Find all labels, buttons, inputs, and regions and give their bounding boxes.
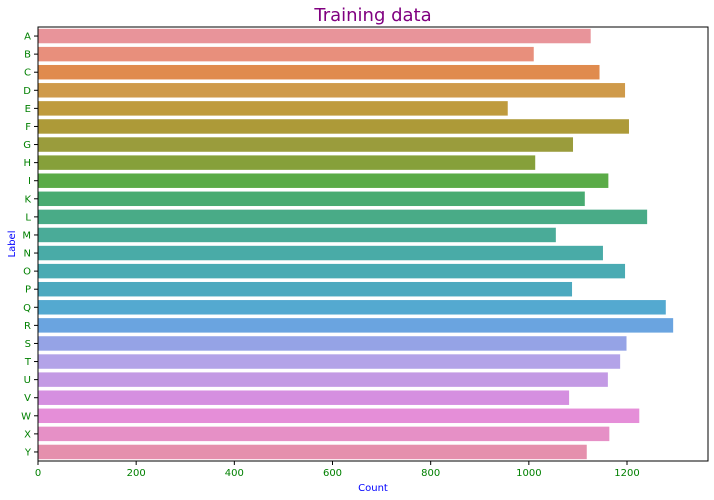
bar-N [38, 245, 603, 261]
y-tick-label: W [21, 411, 31, 422]
bar-I [38, 173, 609, 188]
bar-G [38, 137, 574, 152]
bar-O [38, 263, 626, 279]
y-tick-label: H [23, 158, 31, 169]
bars-group [38, 28, 674, 460]
y-tick-label: T [24, 357, 32, 368]
bar-M [38, 227, 556, 243]
bar-A [38, 28, 591, 44]
y-tick-label: C [24, 68, 31, 79]
bar-S [38, 336, 627, 351]
bar-L [38, 209, 648, 225]
bar-P [38, 281, 573, 297]
y-tick-label: V [24, 393, 31, 404]
y-tick-label: G [23, 140, 31, 151]
y-tick-label: Q [23, 303, 31, 314]
x-axis-ticks: 0 200 400 600 800 1000 1200 [35, 461, 640, 479]
x-tick-label: 1200 [614, 468, 639, 479]
y-tick-label: L [25, 212, 31, 223]
bar-R [38, 318, 674, 333]
y-tick-label: B [24, 50, 31, 61]
bar-H [38, 155, 536, 170]
y-tick-label: N [24, 249, 31, 260]
y-tick-label: F [25, 122, 31, 133]
bar-T [38, 354, 621, 369]
y-tick-label: O [23, 267, 31, 278]
chart-title: Training data [313, 5, 431, 26]
x-axis-label: Count [358, 483, 388, 494]
y-tick-label: R [24, 321, 31, 332]
plot-frame [37, 26, 709, 462]
y-tick-label: E [25, 104, 31, 115]
y-tick-label: S [25, 339, 31, 350]
y-axis-label: Label [7, 231, 18, 258]
y-tick-label: Y [24, 447, 32, 458]
y-tick-label: M [22, 230, 31, 241]
x-tick-label: 800 [421, 468, 440, 479]
bar-D [38, 83, 626, 98]
x-tick-label: 1000 [516, 468, 541, 479]
x-tick-label: 200 [127, 468, 146, 479]
bar-W [38, 408, 640, 424]
bar-K [38, 191, 585, 207]
bar-V [38, 390, 570, 405]
y-tick-label: X [24, 429, 31, 440]
bar-Y [38, 444, 587, 460]
y-tick-label: P [25, 285, 31, 296]
bar-X [38, 426, 610, 442]
y-tick-label: D [23, 86, 31, 97]
x-tick-label: 0 [35, 468, 41, 479]
bar-E [38, 101, 508, 116]
bar-C [38, 64, 600, 80]
y-tick-label: U [24, 375, 31, 386]
y-tick-label: K [24, 194, 31, 205]
x-tick-label: 400 [225, 468, 244, 479]
y-tick-label: I [28, 176, 31, 187]
bar-B [38, 46, 534, 62]
y-tick-label: A [24, 32, 31, 43]
bar-U [38, 372, 608, 387]
bar-Q [38, 300, 666, 315]
x-tick-label: 600 [323, 468, 342, 479]
bar-F [38, 119, 629, 134]
